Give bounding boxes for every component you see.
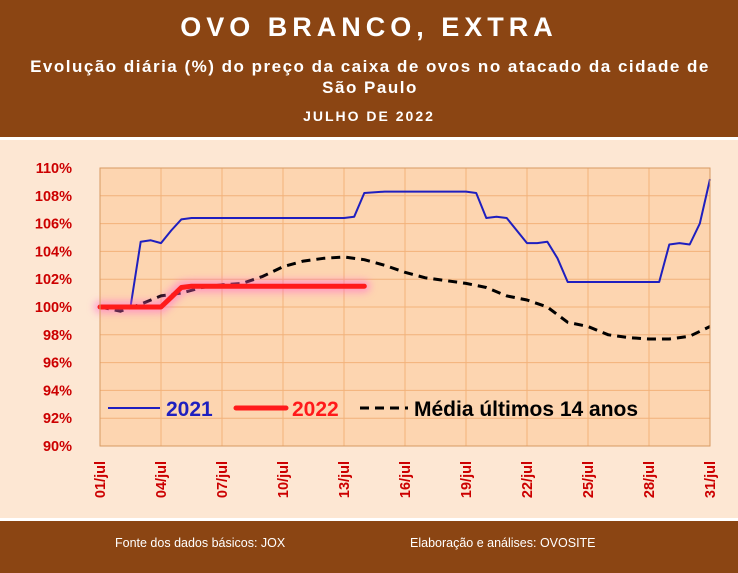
y-tick-label: 102%: [35, 272, 72, 288]
line-chart: 90% 92% 94% 96% 98% 100% 102% 104% 106% 108% 110% 0…: [14, 153, 726, 509]
x-tick-label: 01/jul: [93, 461, 109, 498]
legend-label-average: Média últimos 14 anos: [414, 398, 638, 421]
y-tick-label: 104%: [35, 244, 72, 260]
series-line-2021: [100, 178, 711, 308]
data-source-note: Fonte dos dados básicos: JOX: [115, 536, 286, 550]
x-tick-label: 31/jul: [703, 461, 719, 498]
y-tick-label: 108%: [35, 189, 72, 205]
x-tick-label: 13/jul: [337, 461, 353, 498]
series-line-2022: [97, 283, 367, 310]
x-tick-label: 25/jul: [581, 461, 597, 498]
y-tick-label: 94%: [43, 383, 72, 399]
chart-footer: Fonte dos dados básicos: JOX Elaboração …: [0, 518, 738, 573]
x-tick-label: 19/jul: [459, 461, 475, 498]
y-tick-label: 106%: [35, 217, 72, 233]
legend-label-2021: 2021: [166, 398, 213, 421]
x-tick-label: 07/jul: [215, 461, 231, 498]
y-tick-label: 110%: [36, 161, 72, 177]
x-tick-label: 22/jul: [520, 461, 536, 498]
y-tick-label: 96%: [43, 356, 72, 372]
x-tick-label: 28/jul: [642, 461, 658, 498]
x-tick-label: 16/jul: [398, 461, 414, 498]
x-tick-label: 04/jul: [154, 461, 170, 498]
legend-label-2022: 2022: [292, 398, 339, 421]
y-tick-label: 100%: [35, 300, 72, 316]
chart-period: JULHO DE 2022: [303, 108, 435, 124]
y-tick-label: 90%: [43, 439, 72, 455]
chart-subtitle: Evolução diária (%) do preço da caixa de…: [30, 57, 710, 97]
y-tick-label: 98%: [43, 328, 72, 344]
credit-note: Elaboração e análises: OVOSITE: [410, 536, 596, 550]
chart-title: OVO BRANCO, EXTRA: [180, 12, 558, 42]
y-tick-label: 92%: [43, 411, 72, 427]
chart-header: OVO BRANCO, EXTRA Evolução diária (%) do…: [0, 0, 738, 140]
plot-border: [99, 167, 711, 447]
x-tick-label: 10/jul: [276, 461, 292, 498]
